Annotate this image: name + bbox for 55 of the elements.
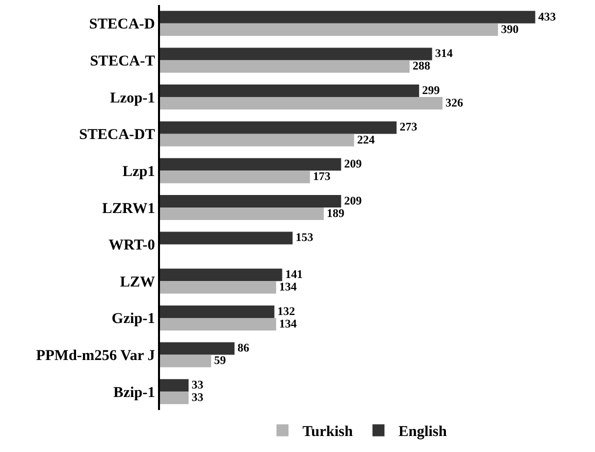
data-label: 209 (344, 158, 362, 171)
y-tick-label: LZRW1 (102, 200, 155, 217)
y-tick-label: LZW (120, 274, 155, 290)
y-tick-label: STECA-T (90, 53, 155, 70)
y-tick-label: Gzip-1 (112, 311, 155, 328)
bar (160, 134, 354, 146)
data-label: 326 (446, 96, 464, 110)
y-tick-label: Bzip-1 (113, 384, 155, 401)
bar (160, 281, 276, 294)
bar (160, 10, 536, 24)
bar (160, 208, 324, 220)
bar (160, 354, 212, 368)
bar (160, 60, 410, 73)
bar (160, 170, 310, 184)
data-label: 86 (238, 342, 250, 355)
data-label: 173 (312, 170, 331, 184)
bar (160, 84, 420, 98)
bar (160, 97, 443, 110)
y-tick-label: WRT-0 (108, 238, 155, 254)
bar (160, 194, 342, 208)
data-label: 209 (344, 194, 362, 208)
data-label: 189 (326, 206, 345, 220)
data-label: 134 (279, 317, 297, 330)
legend-label: English (398, 424, 448, 440)
data-label: 33 (192, 378, 204, 392)
bar (160, 232, 293, 244)
bar (160, 158, 342, 171)
legend-label: Turkish (302, 424, 354, 440)
bar (160, 305, 274, 318)
data-label: 59 (214, 354, 226, 368)
bar (160, 121, 397, 134)
data-label: 288 (412, 60, 430, 73)
data-label: 33 (192, 390, 204, 404)
bar (160, 342, 235, 355)
y-tick-label: STECA-D (89, 16, 156, 33)
data-label: 224 (357, 133, 375, 146)
data-label: 314 (435, 47, 453, 60)
data-label: 141 (285, 268, 303, 282)
data-label: 433 (538, 10, 556, 24)
data-label: 134 (279, 280, 297, 294)
data-label: 390 (500, 22, 519, 36)
y-tick-label: STECA-DT (79, 127, 155, 144)
data-label: 153 (296, 231, 314, 244)
data-label: 273 (400, 120, 418, 134)
y-tick-label: PPMd-m256 Var J (36, 348, 156, 364)
bar (160, 48, 432, 60)
data-label: 132 (277, 304, 296, 318)
bar (160, 392, 189, 404)
bar (160, 23, 498, 36)
bar (160, 268, 282, 282)
y-tick-label: Lzp1 (122, 164, 155, 180)
y-tick-label: Lzop-1 (110, 90, 155, 106)
bar (160, 379, 189, 392)
data-label: 299 (422, 84, 440, 97)
bar (160, 318, 276, 330)
